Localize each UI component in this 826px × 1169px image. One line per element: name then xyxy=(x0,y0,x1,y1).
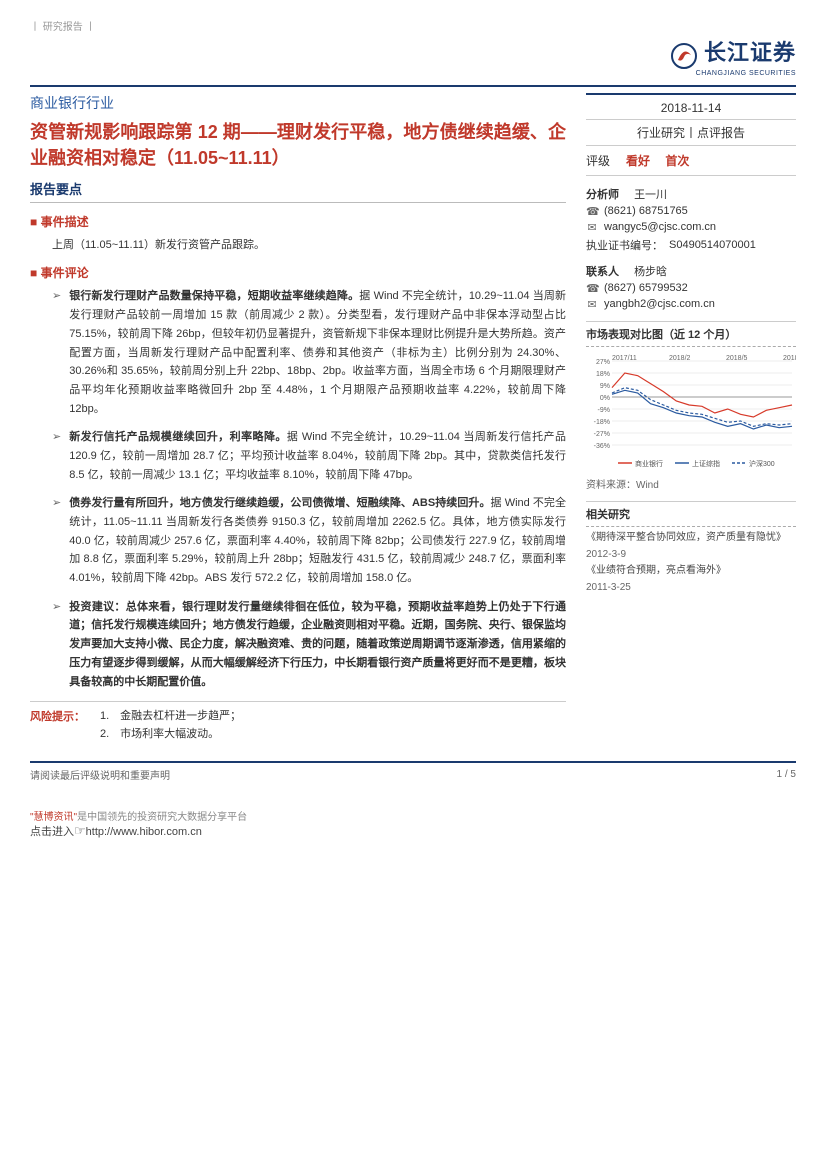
svg-text:2017/11: 2017/11 xyxy=(612,355,637,362)
bullet-text: 债券发行量有所回升，地方债发行继续趋缓，公司债微增、短融续降、ABS持续回升。据… xyxy=(69,494,566,587)
bullet-text: 投资建议：总体来看，银行理财发行量继续徘徊在低位，较为平稳，预期收益率趋势上仍处… xyxy=(69,598,566,691)
svg-text:2018/5: 2018/5 xyxy=(726,355,748,362)
footer-disclaimer: 请阅读最后评级说明和重要声明 xyxy=(30,767,170,782)
company-logo: 长江证券 CHANGJIANG SECURITIES xyxy=(671,35,796,81)
svg-text:上证综指: 上证综指 xyxy=(692,459,720,468)
contact-email: yangbh2@cjsc.com.cn xyxy=(604,298,715,310)
analyst-name: 王一川 xyxy=(634,186,667,202)
promo-brand: "慧博资讯" xyxy=(30,812,77,823)
risk-item: 2. 市场利率大幅波动。 xyxy=(100,726,241,744)
svg-text:18%: 18% xyxy=(596,371,610,378)
promo-text: 是中国领先的投资研究大数据分享平台 xyxy=(77,812,247,823)
promo-url[interactable]: http://www.hibor.com.cn xyxy=(86,826,202,838)
sector-label: 商业银行行业 xyxy=(30,93,566,113)
bullet-text: 新发行信托产品规模继续回升，利率略降。据 Wind 不完全统计，10.29~11… xyxy=(69,428,566,484)
bullet-item: ➢银行新发行理财产品数量保持平稳，短期收益率继续趋降。据 Wind 不完全统计，… xyxy=(52,287,566,418)
contact-label: 联系人 xyxy=(586,263,619,279)
svg-text:-9%: -9% xyxy=(598,407,610,414)
svg-text:9%: 9% xyxy=(600,383,610,390)
report-date: 2018-11-14 xyxy=(586,93,796,115)
license-no: S0490514070001 xyxy=(669,239,756,251)
sidebar-divider xyxy=(586,321,796,322)
rating-value: 看好 xyxy=(626,154,650,168)
phone-icon: ☎ xyxy=(586,282,598,295)
analyst-label: 分析师 xyxy=(586,186,619,202)
related-date: 2011-3-25 xyxy=(586,582,796,593)
related-research-item: 《期待深平整合协同效应，资产质量有隐忧》 xyxy=(586,531,796,545)
subheading-event-desc: 事件描述 xyxy=(30,213,566,230)
svg-text:2018/2: 2018/2 xyxy=(669,355,691,362)
arrow-bullet-icon: ➢ xyxy=(52,428,69,484)
chart-heading: 市场表现对比图（近 12 个月） xyxy=(586,326,796,347)
subheading-event-comment: 事件评论 xyxy=(30,264,566,281)
risk-label: 风险提示： xyxy=(30,708,100,724)
risk-item: 1. 金融去杠杆进一步趋严； xyxy=(100,708,241,726)
sidebar-divider xyxy=(586,501,796,502)
analyst-email: wangyc5@cjsc.com.cn xyxy=(604,221,716,233)
risk-section: 风险提示： 1. 金融去杠杆进一步趋严；2. 市场利率大幅波动。 xyxy=(30,701,566,743)
bullet-item: ➢新发行信托产品规模继续回升，利率略降。据 Wind 不完全统计，10.29~1… xyxy=(52,428,566,484)
promo-click-label: 点击进入 xyxy=(30,826,74,838)
rating-first: 首次 xyxy=(665,154,689,168)
svg-text:-36%: -36% xyxy=(594,443,610,450)
arrow-bullet-icon: ➢ xyxy=(52,287,69,418)
report-type: 行业研究丨点评报告 xyxy=(586,119,796,146)
arrow-bullet-icon: ➢ xyxy=(52,598,69,691)
top-category-label: 丨 研究报告 丨 xyxy=(30,18,796,33)
bullet-text: 银行新发行理财产品数量保持平稳，短期收益率继续趋降。据 Wind 不完全统计，1… xyxy=(69,287,566,418)
contact-phone: (8627) 65799532 xyxy=(604,282,688,294)
logo-cn-text: 长江证券 xyxy=(704,40,796,65)
license-label: 执业证书编号： xyxy=(586,237,663,253)
analyst-phone: (8621) 68751765 xyxy=(604,205,688,217)
rating-row: 评级 看好 首次 xyxy=(586,146,796,176)
svg-text:-18%: -18% xyxy=(594,419,610,426)
bullet-item: ➢投资建议：总体来看，银行理财发行量继续徘徊在低位，较为平稳，预期收益率趋势上仍… xyxy=(52,598,566,691)
rating-label: 评级 xyxy=(586,154,610,168)
svg-text:2018/8: 2018/8 xyxy=(783,355,796,362)
svg-text:27%: 27% xyxy=(596,359,610,366)
chart-source: 资料来源：Wind xyxy=(586,476,796,491)
contact-name: 杨步晗 xyxy=(634,263,667,279)
event-desc-text: 上周（11.05~11.11）新发行资管产品跟踪。 xyxy=(52,236,566,255)
page-number: 1 / 5 xyxy=(777,769,796,780)
section-report-points: 报告要点 xyxy=(30,179,566,203)
related-heading: 相关研究 xyxy=(586,506,796,527)
svg-text:-27%: -27% xyxy=(594,431,610,438)
mail-icon: ✉ xyxy=(586,221,598,234)
svg-text:沪深300: 沪深300 xyxy=(749,459,775,468)
mail-icon: ✉ xyxy=(586,298,598,311)
performance-chart: -36% -27% -18% -9% 0% 9% 18% 27%2017/11 2018/2 20… xyxy=(586,351,796,474)
bullet-item: ➢债券发行量有所回升，地方债发行继续趋缓，公司债微增、短融续降、ABS持续回升。… xyxy=(52,494,566,587)
svg-text:商业银行: 商业银行 xyxy=(635,459,663,468)
related-research-item: 《业绩符合预期，亮点看海外》 xyxy=(586,564,796,578)
dragon-logo-icon xyxy=(671,43,697,72)
related-date: 2012-3-9 xyxy=(586,549,796,560)
report-title: 资管新规影响跟踪第 12 期——理财发行平稳，地方债继续趋缓、企业融资相对稳定（… xyxy=(30,119,566,171)
arrow-bullet-icon: ➢ xyxy=(52,494,69,587)
header-divider xyxy=(30,85,796,87)
svg-text:0%: 0% xyxy=(600,395,610,402)
hand-pointer-icon: ☞ xyxy=(74,823,86,838)
phone-icon: ☎ xyxy=(586,205,598,218)
